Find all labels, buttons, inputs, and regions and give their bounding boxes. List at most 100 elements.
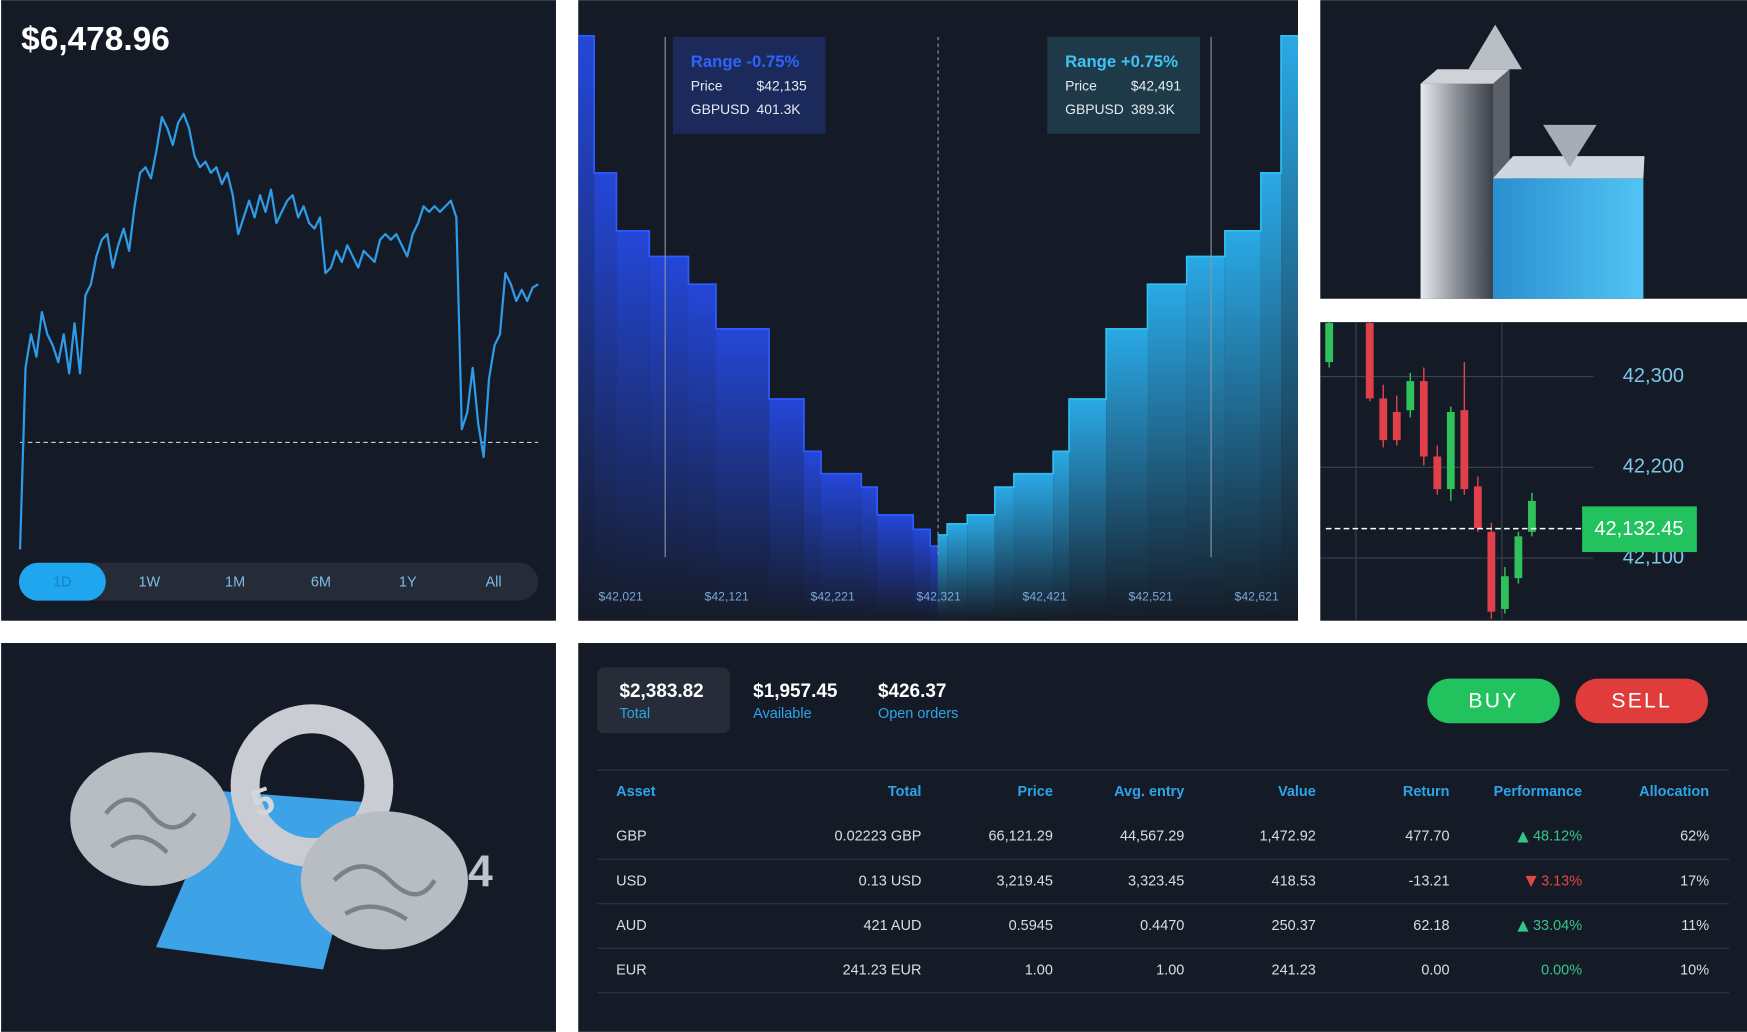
- bars-illustration: [1420, 24, 1645, 299]
- table-cell: 44,567.29: [1120, 829, 1184, 845]
- depth-bar: [1224, 230, 1261, 621]
- depth-bar: [616, 230, 650, 621]
- last-price-label: 42,132.45: [1594, 518, 1683, 540]
- table-cell: 48.12%: [1533, 829, 1582, 845]
- depth-outline: [578, 34, 938, 547]
- depth-bar: [913, 529, 931, 621]
- summary-label: Open orders: [878, 706, 958, 722]
- depth-bar: [769, 399, 805, 621]
- balance: $6,478.96: [21, 21, 170, 58]
- table-cell: 477.70: [1405, 829, 1449, 845]
- depth-bar: [820, 473, 862, 621]
- range-button[interactable]: 6M: [311, 575, 331, 591]
- depth-bar: [1147, 284, 1187, 621]
- candle-body: [1433, 456, 1442, 490]
- column-header: Return: [1403, 784, 1450, 800]
- tooltip-key: Price: [1065, 78, 1097, 94]
- tooltip-value: $42,135: [757, 78, 808, 94]
- candle-body: [1392, 411, 1401, 441]
- tooltip-key: GBPUSD: [691, 101, 750, 117]
- depth-bar: [1069, 399, 1107, 621]
- depth-bar: [937, 534, 948, 621]
- candle-body: [1460, 410, 1469, 490]
- table-cell: -13.21: [1408, 873, 1449, 889]
- depth-bar: [804, 451, 821, 621]
- table-cell: 1.00: [1025, 962, 1053, 978]
- range-button[interactable]: 1Y: [399, 575, 417, 591]
- trade-button-label[interactable]: SELL: [1611, 690, 1672, 713]
- candle-body: [1325, 323, 1334, 363]
- candle-body: [1473, 486, 1482, 529]
- last-price-box: [1582, 506, 1697, 553]
- x-tick-label: $42,321: [917, 590, 961, 604]
- table-cell: 0.13 USD: [859, 873, 922, 889]
- summary-active: [597, 667, 730, 734]
- table-cell: 0.5945: [1009, 918, 1053, 934]
- depth-bar: [716, 328, 770, 621]
- candle-body: [1419, 381, 1428, 457]
- candle-body: [1406, 381, 1415, 411]
- table-cell: 1.00: [1156, 962, 1184, 978]
- x-tick-label: $42,021: [599, 590, 643, 604]
- summary-label: Total: [619, 706, 650, 722]
- glyph: 4: [468, 848, 493, 897]
- table-cell: AUD: [616, 918, 647, 934]
- x-tick-label: $42,121: [705, 590, 749, 604]
- range-button[interactable]: 1M: [225, 575, 245, 591]
- depth-chart: [578, 34, 1298, 621]
- trade-button[interactable]: [1575, 678, 1709, 724]
- table-cell: 10%: [1680, 962, 1709, 978]
- tooltip-title: Range +0.75%: [1065, 52, 1178, 71]
- table-cell: 11%: [1681, 918, 1709, 934]
- range-button[interactable]: 1W: [138, 575, 160, 591]
- table-cell: GBP: [616, 829, 647, 845]
- range-bar: [18, 562, 539, 601]
- trade-button-label[interactable]: BUY: [1468, 690, 1518, 713]
- tooltip: [1047, 36, 1200, 134]
- x-tick-label: $42,221: [811, 590, 855, 604]
- column-header: Price: [1017, 784, 1052, 800]
- depth-bar: [1053, 451, 1070, 621]
- table-cell: 421 AUD: [863, 918, 921, 934]
- table-cell: 17%: [1680, 873, 1709, 889]
- depth-bar: [930, 546, 938, 621]
- range-button[interactable]: 1D: [53, 575, 71, 591]
- depth-bar: [1260, 172, 1282, 621]
- table-cell: 0.00%: [1541, 962, 1582, 978]
- x-tick-label: $42,521: [1129, 590, 1173, 604]
- depth-bar: [967, 514, 995, 621]
- depth-bar: [877, 514, 914, 621]
- table-cell: 418.53: [1272, 873, 1316, 889]
- column-header: Asset: [616, 784, 656, 800]
- depth-bar: [1106, 328, 1148, 621]
- trend-arrow: [1517, 831, 1529, 843]
- column-header: Performance: [1494, 784, 1582, 800]
- summary-value: $2,383.82: [619, 681, 703, 702]
- depth-outline: [937, 34, 1298, 536]
- depth-bar: [1013, 473, 1054, 621]
- depth-bar: [1186, 256, 1225, 621]
- table-cell: 3.13%: [1541, 873, 1582, 889]
- table-cell: 0.00: [1421, 962, 1449, 978]
- candle-body: [1446, 411, 1455, 490]
- table-cell: 66,121.29: [989, 829, 1053, 845]
- trade-button[interactable]: [1427, 678, 1560, 724]
- depth-bar: [649, 256, 689, 621]
- range-button[interactable]: All: [486, 575, 502, 591]
- tooltip-value: 401.3K: [757, 101, 802, 117]
- table-cell: 241.23 EUR: [843, 962, 922, 978]
- column-header: Value: [1278, 784, 1316, 800]
- summary-value: $1,957.45: [753, 681, 837, 702]
- x-tick-label: $42,421: [1023, 590, 1067, 604]
- range-active[interactable]: [18, 562, 106, 601]
- table-cell: USD: [616, 873, 647, 889]
- tooltip: [672, 36, 826, 134]
- y-tick-label: 42,200: [1623, 456, 1684, 478]
- table-cell: 3,323.45: [1128, 873, 1184, 889]
- table-cell: 33.04%: [1533, 918, 1582, 934]
- candle-body: [1365, 323, 1374, 399]
- table-cell: EUR: [616, 962, 647, 978]
- candle-body: [1379, 398, 1388, 441]
